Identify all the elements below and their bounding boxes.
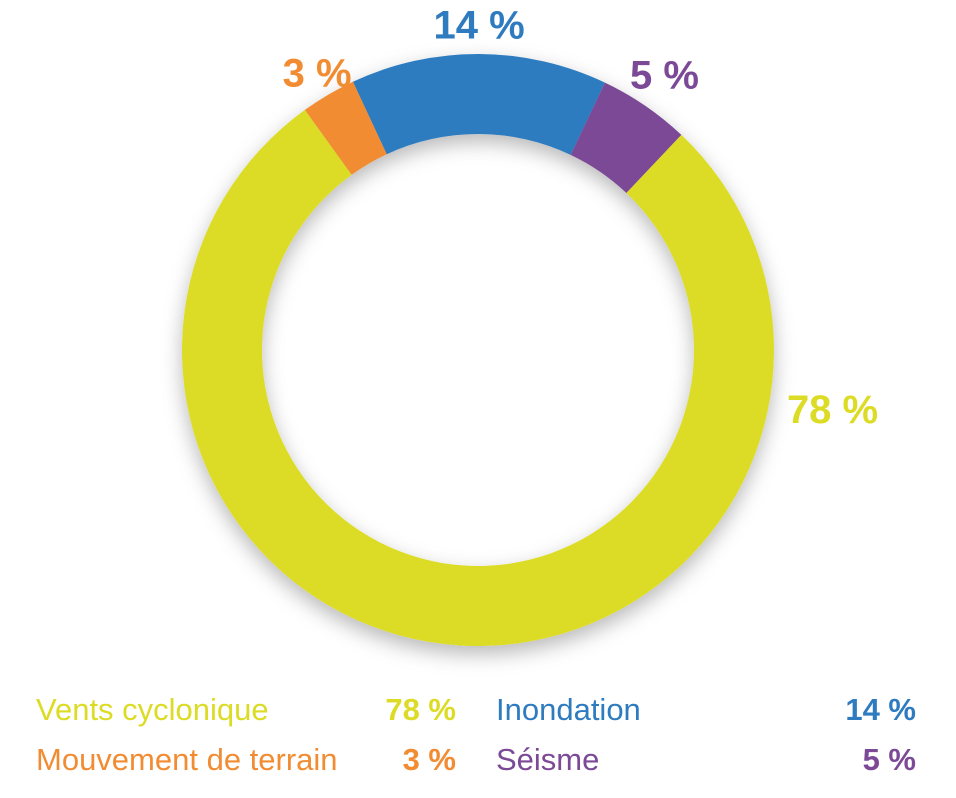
donut-slices: [182, 54, 775, 646]
legend-item-inondation: Inondation 14 %: [496, 692, 916, 728]
slice-label-vents-cyclonique: 78 %: [787, 388, 878, 432]
legend-item-seisme: Séisme 5 %: [496, 742, 916, 778]
legend-label: Inondation: [496, 692, 641, 727]
slice-mouvement-de-terrain: [304, 81, 387, 175]
legend-value: 3 %: [402, 742, 456, 777]
legend-item-vents-cyclonique: Vents cyclonique 78 %: [36, 692, 456, 728]
legend-item-mouvement-de-terrain: Mouvement de terrain 3 %: [36, 742, 456, 778]
legend-value: 78 %: [385, 692, 456, 727]
legend-label: Séisme: [496, 742, 600, 777]
slice-vents-cyclonique: [182, 109, 775, 646]
legend-label: Vents cyclonique: [36, 692, 269, 727]
slice-labels: 14 % 5 % 78 % 3 %: [283, 4, 879, 433]
legend: Vents cyclonique 78 % Inondation 14 % Mo…: [36, 692, 920, 778]
legend-value: 14 %: [845, 692, 916, 727]
legend-label: Mouvement de terrain: [36, 742, 338, 777]
slice-seisme: [570, 82, 682, 194]
slice-label-seisme: 5 %: [630, 53, 699, 97]
slice-label-inondation: 14 %: [434, 4, 525, 48]
slice-inondation: [352, 54, 605, 155]
legend-value: 5 %: [862, 742, 916, 777]
slice-label-mouvement-de-terrain: 3 %: [283, 51, 352, 95]
donut-chart: 14 % 5 % 78 % 3 %: [182, 4, 879, 646]
